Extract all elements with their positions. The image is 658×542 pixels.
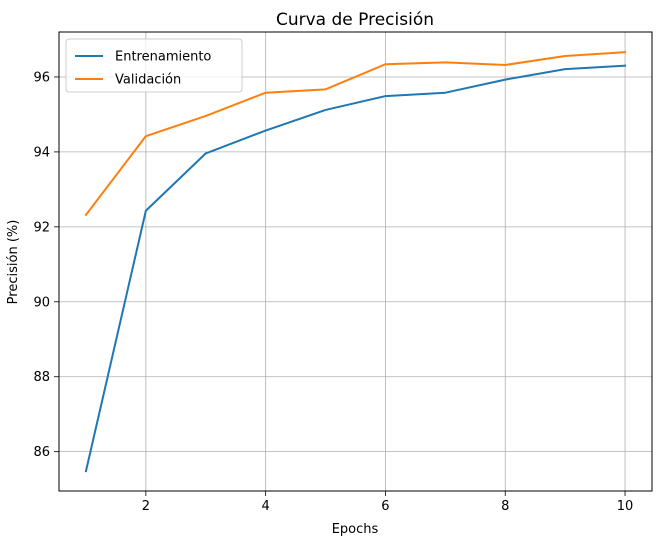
chart-title: Curva de Precisión (276, 10, 434, 30)
x-tick-label: 6 (381, 499, 389, 514)
legend-box (65, 38, 243, 93)
x-tick-label: 2 (142, 499, 150, 514)
y-tick-label: 90 (33, 295, 50, 310)
x-tick-label: 8 (501, 499, 509, 514)
x-tick-label: 10 (617, 499, 634, 514)
y-axis-label: Precisión (%) (6, 220, 21, 305)
plot-frame (58, 31, 653, 492)
y-tick-label: 92 (33, 220, 50, 235)
series-line-validation (84, 51, 627, 217)
series-lines (84, 51, 627, 473)
legend-label: Validación (115, 73, 181, 88)
y-tick-label: 96 (33, 70, 50, 85)
y-tick-label: 86 (33, 445, 50, 460)
series-line-training (84, 64, 627, 473)
x-axis-label: Epochs (332, 522, 379, 537)
legend: Entrenamiento Validación (65, 38, 243, 93)
legend-label: Entrenamiento (115, 50, 211, 65)
axis-ticks: 2 4 6 8 10 86 88 90 92 94 96 (33, 70, 633, 514)
y-tick-label: 88 (33, 370, 50, 385)
y-tick-label: 94 (33, 145, 50, 160)
x-tick-label: 4 (262, 499, 270, 514)
